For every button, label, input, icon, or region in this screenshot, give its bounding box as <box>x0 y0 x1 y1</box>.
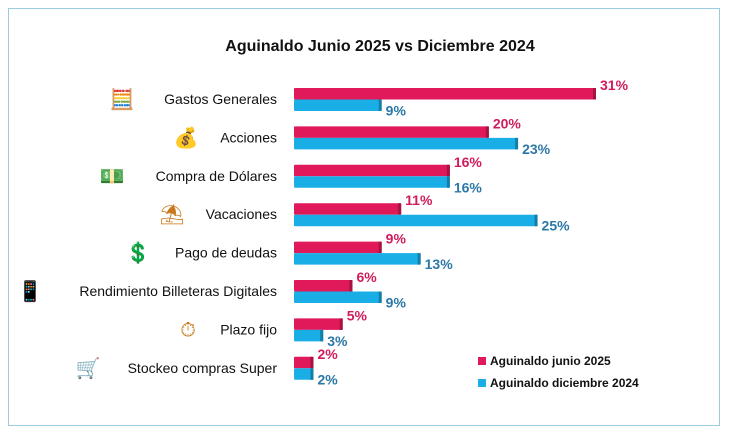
digital-wallet-icon: 📱 <box>18 279 43 303</box>
bar-junio-2025 <box>294 164 450 177</box>
bar-junio-2025 <box>294 126 489 138</box>
chart-title: Aguinaldo Junio 2025 vs Diciembre 2024 <box>225 38 535 55</box>
legend-label: Aguinaldo diciembre 2024 <box>490 376 639 390</box>
data-label: 2% <box>317 346 338 362</box>
bar-edge <box>349 280 353 292</box>
bar-diciembre-2024 <box>294 176 450 188</box>
category-label: Stockeo compras Super <box>128 360 278 376</box>
bar-diciembre-2024 <box>294 368 314 380</box>
category-label: Plazo fijo <box>220 321 277 337</box>
calculator-money-icon: 🧮 <box>110 87 135 111</box>
data-label: 5% <box>347 307 368 323</box>
data-label: 2% <box>317 371 338 387</box>
category-label: Gastos Generales <box>164 91 277 107</box>
beach-umbrella-icon: ⛱ <box>159 203 184 226</box>
data-label: 13% <box>425 256 454 272</box>
category-label: Rendimiento Billeteras Digitales <box>79 283 277 299</box>
bar-diciembre-2024 <box>294 253 421 265</box>
bar-edge <box>320 329 324 342</box>
chart-frame <box>8 8 720 426</box>
data-label: 16% <box>454 154 483 170</box>
bar-diciembre-2024 <box>294 214 538 227</box>
bar-edge <box>515 137 519 150</box>
category-label: Pago de deudas <box>175 245 277 261</box>
category-label: Vacaciones <box>206 206 277 222</box>
data-label: 25% <box>542 218 571 234</box>
data-label: 31% <box>600 77 629 93</box>
data-label: 6% <box>356 269 377 285</box>
bar-edge <box>446 176 450 188</box>
bar-edge <box>593 88 596 100</box>
bar-edge <box>339 318 343 330</box>
bar-edge <box>310 356 314 369</box>
data-label: 3% <box>327 333 348 349</box>
bar-edge <box>485 126 489 138</box>
bar-junio-2025 <box>294 318 343 330</box>
bar-edge <box>534 214 538 227</box>
debt-payment-icon: 💲 <box>126 241 151 265</box>
category-label: Compra de Dólares <box>156 168 277 184</box>
bar-diciembre-2024 <box>294 329 324 342</box>
data-label: 16% <box>454 179 483 195</box>
data-label: 9% <box>386 295 407 311</box>
bar-diciembre-2024 <box>294 291 382 303</box>
bar-junio-2025 <box>294 203 402 215</box>
bar-edge <box>378 291 382 303</box>
bar-diciembre-2024 <box>294 99 382 111</box>
bar-edge <box>446 164 450 177</box>
bar-edge <box>378 99 382 111</box>
investment-tree-icon: 💰 <box>174 125 199 149</box>
bar-edge <box>310 368 314 380</box>
bar-junio-2025 <box>294 356 314 369</box>
data-label: 11% <box>405 192 433 208</box>
bar-diciembre-2024 <box>294 137 519 150</box>
data-label: 9% <box>386 231 407 247</box>
legend-label: Aguinaldo junio 2025 <box>490 354 611 368</box>
stopwatch-money-icon: ⏱ <box>180 319 196 341</box>
bar-edge <box>378 241 382 254</box>
bar-edge <box>417 253 421 265</box>
data-label: 20% <box>493 115 522 131</box>
bar-edge <box>398 203 402 215</box>
data-label: 9% <box>386 103 407 119</box>
bar-junio-2025 <box>294 241 382 254</box>
category-label: Acciones <box>220 129 277 145</box>
bar-junio-2025 <box>294 88 596 100</box>
shopping-cart-icon: 🛒 <box>76 356 101 380</box>
legend-swatch <box>478 379 486 387</box>
legend-swatch <box>478 357 486 365</box>
dollar-hand-icon: 💵 <box>100 166 125 188</box>
data-label: 23% <box>522 141 551 157</box>
bar-junio-2025 <box>294 280 353 292</box>
